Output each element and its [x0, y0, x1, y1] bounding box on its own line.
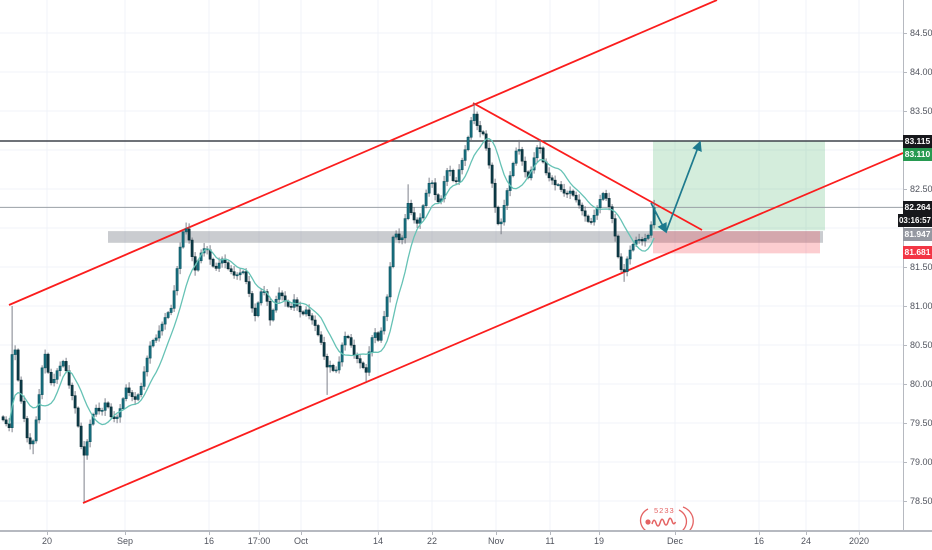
- target-price-badge: 83.110: [903, 148, 932, 161]
- time-axis-tick: [125, 532, 126, 535]
- time-axis-tick: [675, 532, 676, 535]
- trend-lines: [8, 0, 904, 504]
- price-axis-label: 84.500: [910, 28, 932, 38]
- price-axis-tick: [904, 306, 907, 307]
- watermark-text: 5233: [654, 506, 675, 515]
- target-zone[interactable]: [653, 141, 825, 231]
- price-axis-tick: [904, 501, 907, 502]
- time-axis-tick: [47, 532, 48, 535]
- time-axis-tick: [759, 532, 760, 535]
- time-axis-tick: [259, 532, 260, 535]
- stop-price-badge: 81.681: [903, 246, 932, 260]
- time-axis-tick: [550, 532, 551, 535]
- axis-border: [0, 530, 932, 532]
- price-axis-tick: [904, 111, 907, 112]
- projection-arrows: [650, 140, 702, 234]
- breakout-arrow[interactable]: [665, 140, 702, 233]
- wedge-resistance-trendline[interactable]: [472, 102, 703, 231]
- time-axis-label: Sep: [116, 536, 133, 546]
- support-price-badge: 81.947: [903, 227, 932, 241]
- time-axis-label: Oct: [293, 536, 308, 546]
- time-axis-label: 20: [41, 536, 52, 546]
- time-axis-label: 22: [426, 536, 437, 546]
- pullback-arrow[interactable]: [650, 202, 667, 234]
- price-axis-label: 84.000: [910, 67, 932, 77]
- time-axis-label: Dec: [666, 536, 683, 546]
- price-axis-label: 78.500: [910, 496, 932, 506]
- price-axis-tick: [904, 189, 907, 190]
- time-axis-tick: [301, 532, 302, 535]
- time-axis-tick: [496, 532, 497, 535]
- price-axis-tick: [904, 345, 907, 346]
- channel-upper-trendline[interactable]: [8, 0, 718, 306]
- price-axis-label: 80.000: [910, 379, 932, 389]
- stamp-signature-squiggle: [651, 517, 677, 527]
- time-axis-label: 2020: [848, 536, 870, 546]
- last-price-badge: 82.264: [903, 200, 932, 214]
- time-axis-label: 19: [593, 536, 604, 546]
- candlestick-series: [1, 103, 656, 502]
- price-axis-label: 79.000: [910, 457, 932, 467]
- countdown-badge: 03:16:57: [898, 214, 932, 228]
- stamp-dot: [645, 519, 651, 525]
- hline-price-badge: 83.115: [903, 134, 932, 148]
- time-axis-tick: [378, 532, 379, 535]
- time-axis-tick: [806, 532, 807, 535]
- time-axis-tick: [859, 532, 860, 535]
- channel-lower-trendline[interactable]: [82, 152, 904, 504]
- gridlines: [0, 0, 903, 530]
- price-axis-label: 81.000: [910, 301, 932, 311]
- time-axis-label: 17:00: [247, 536, 271, 546]
- price-axis-label: 79.500: [910, 418, 932, 428]
- time-axis-tick: [209, 532, 210, 535]
- time-axis-label: 16: [203, 536, 214, 546]
- price-axis-tick: [904, 384, 907, 385]
- time-axis-label: 14: [372, 536, 383, 546]
- time-axis-tick: [599, 532, 600, 535]
- time-axis-label: 11: [545, 536, 555, 546]
- stop-zone[interactable]: [653, 231, 820, 254]
- price-axis-tick: [904, 33, 907, 34]
- price-axis-label: 81.500: [910, 262, 932, 272]
- price-axis-label: 83.500: [910, 106, 932, 116]
- price-axis-label: 80.500: [910, 340, 932, 350]
- price-axis-tick: [904, 462, 907, 463]
- price-axis-tick: [904, 267, 907, 268]
- ma-overlay: [8, 138, 655, 426]
- time-axis-tick: [432, 532, 433, 535]
- time-axis-label: 24: [800, 536, 811, 546]
- price-axis[interactable]: 84.500 84.000 83.500 82.500 81.500 81.000 80.5…: [903, 0, 932, 530]
- price-axis-tick: [904, 72, 907, 73]
- drawing-zones: [108, 141, 825, 254]
- time-axis-label: Nov: [487, 536, 504, 546]
- price-axis-tick: [904, 423, 907, 424]
- price-axis-label: 82.500: [910, 184, 932, 194]
- time-axis-label: 16: [753, 536, 764, 546]
- time-axis[interactable]: 20 Sep 16 17:00 Oct 14 22 Nov 11 19 Dec 16 24 2020: [0, 532, 932, 550]
- price-lines: [0, 140, 903, 208]
- moving-average-line: [8, 138, 655, 426]
- support-band-zone[interactable]: [108, 231, 823, 243]
